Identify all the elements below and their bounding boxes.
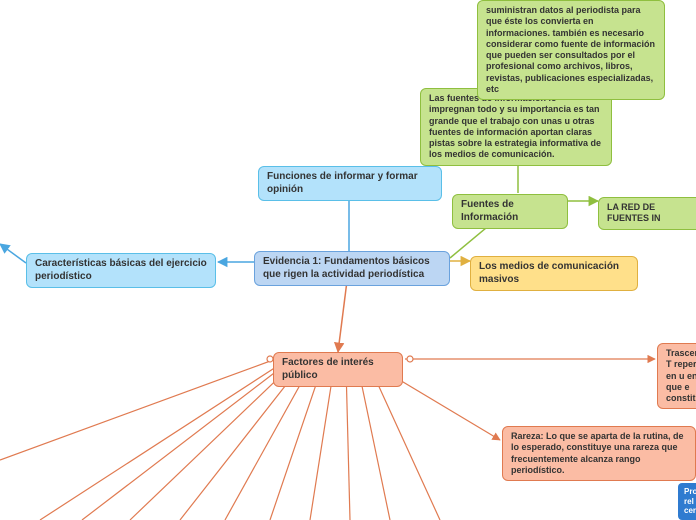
node-medios[interactable]: Los medios de comunicación masivos xyxy=(470,256,638,291)
node-medios-label: Los medios de comunicación masivos xyxy=(479,261,619,285)
node-fuentes-top-label: suministran datos al periodista para que… xyxy=(486,5,655,94)
node-fuentes-top[interactable]: suministran datos al periodista para que… xyxy=(477,0,665,100)
corner-badge-label: Pro rel cer xyxy=(684,487,696,515)
node-center-label: Evidencia 1: Fundamentos básicos que rig… xyxy=(263,256,430,280)
corner-badge[interactable]: Pro rel cer xyxy=(678,483,696,520)
node-trascendencia-label: Trascendencia: T repercusión en u entera… xyxy=(666,348,696,403)
node-fuentes-paragraph-label: Las fuentes de información lo impregnan … xyxy=(429,93,601,159)
node-caracteristicas[interactable]: Características básicas del ejercicio pe… xyxy=(26,253,216,288)
node-center[interactable]: Evidencia 1: Fundamentos básicos que rig… xyxy=(254,251,450,286)
node-factores-label: Factores de interés público xyxy=(282,357,374,381)
node-funciones[interactable]: Funciones de informar y formar opinión xyxy=(258,166,442,201)
node-trascendencia[interactable]: Trascendencia: T repercusión en u entera… xyxy=(657,343,696,409)
node-red[interactable]: LA RED DE FUENTES IN xyxy=(598,197,696,230)
node-fuentes-label: Fuentes de Información xyxy=(461,199,518,223)
mindmap-canvas: Evidencia 1: Fundamentos básicos que rig… xyxy=(0,0,696,520)
node-red-label: LA RED DE FUENTES IN xyxy=(607,202,661,223)
node-rareza-label: Rareza: Lo que se aparta de la rutina, d… xyxy=(511,431,684,475)
node-caracteristicas-label: Características básicas del ejercicio pe… xyxy=(35,258,207,282)
node-fuentes[interactable]: Fuentes de Información xyxy=(452,194,568,229)
node-rareza[interactable]: Rareza: Lo que se aparta de la rutina, d… xyxy=(502,426,696,481)
node-funciones-label: Funciones de informar y formar opinión xyxy=(267,171,418,195)
node-factores[interactable]: Factores de interés público xyxy=(273,352,403,387)
